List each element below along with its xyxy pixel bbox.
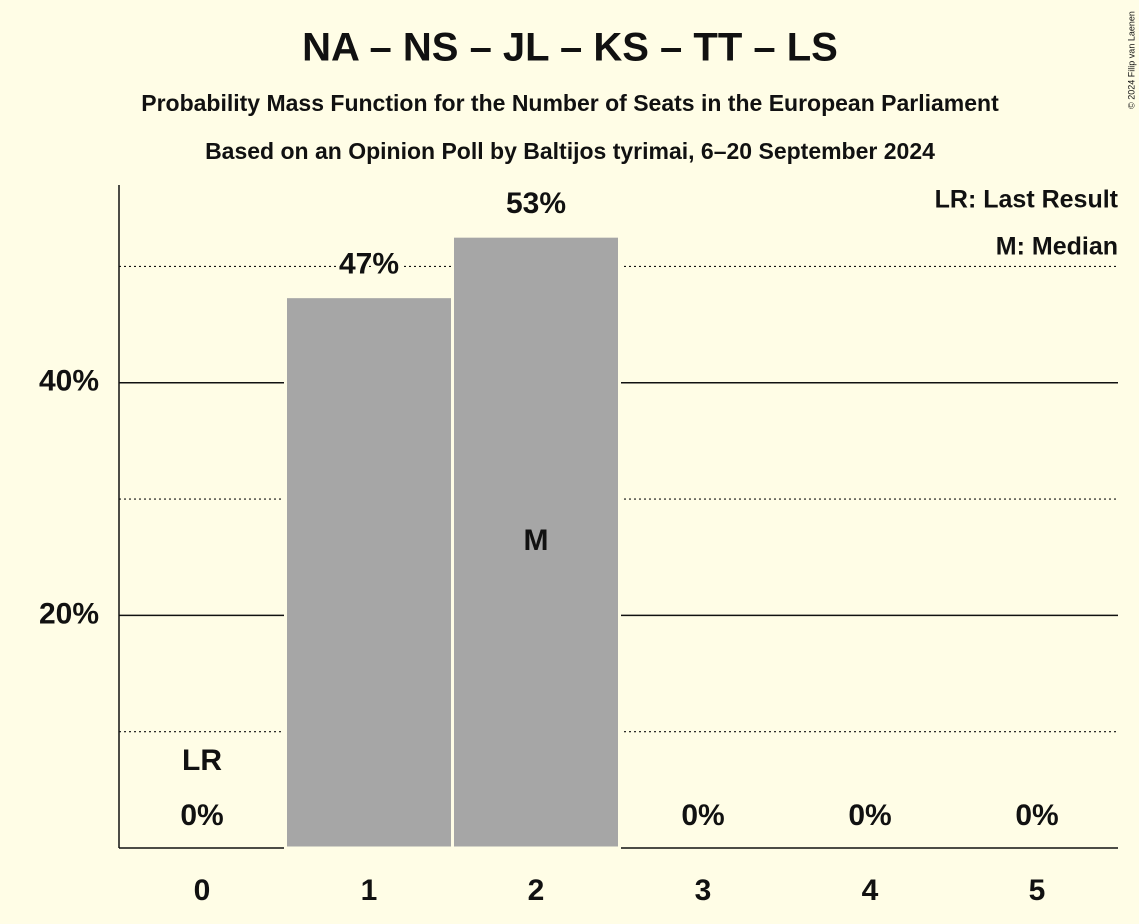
chart-subtitle: Based on an Opinion Poll by Baltijos tyr… [205, 138, 935, 164]
value-label: 53% [506, 187, 566, 220]
bar [451, 234, 621, 850]
x-tick-label: 0 [194, 874, 211, 907]
y-tick-label: 20% [39, 597, 99, 630]
bar [284, 295, 454, 850]
x-tick-label: 4 [862, 874, 879, 907]
annotation: LR [182, 744, 222, 777]
annotation: M [524, 524, 549, 557]
value-label: 0% [180, 799, 223, 832]
value-label: 0% [1015, 799, 1058, 832]
legend-entry: LR: Last Result [935, 186, 1119, 214]
value-label: 0% [848, 799, 891, 832]
copyright: © 2024 Filip van Laenen [1126, 11, 1136, 109]
legend-entry: M: Median [996, 233, 1118, 261]
chart-title: NA – NS – JL – KS – TT – LS [302, 26, 838, 70]
y-tick-label: 40% [39, 365, 99, 398]
value-label: 0% [681, 799, 724, 832]
x-tick-label: 2 [528, 874, 545, 907]
chart-subtitle: Probability Mass Function for the Number… [141, 90, 999, 116]
x-tick-label: 3 [695, 874, 712, 907]
x-tick-label: 1 [361, 874, 378, 907]
value-label: 47% [339, 248, 399, 281]
x-tick-label: 5 [1029, 874, 1046, 907]
